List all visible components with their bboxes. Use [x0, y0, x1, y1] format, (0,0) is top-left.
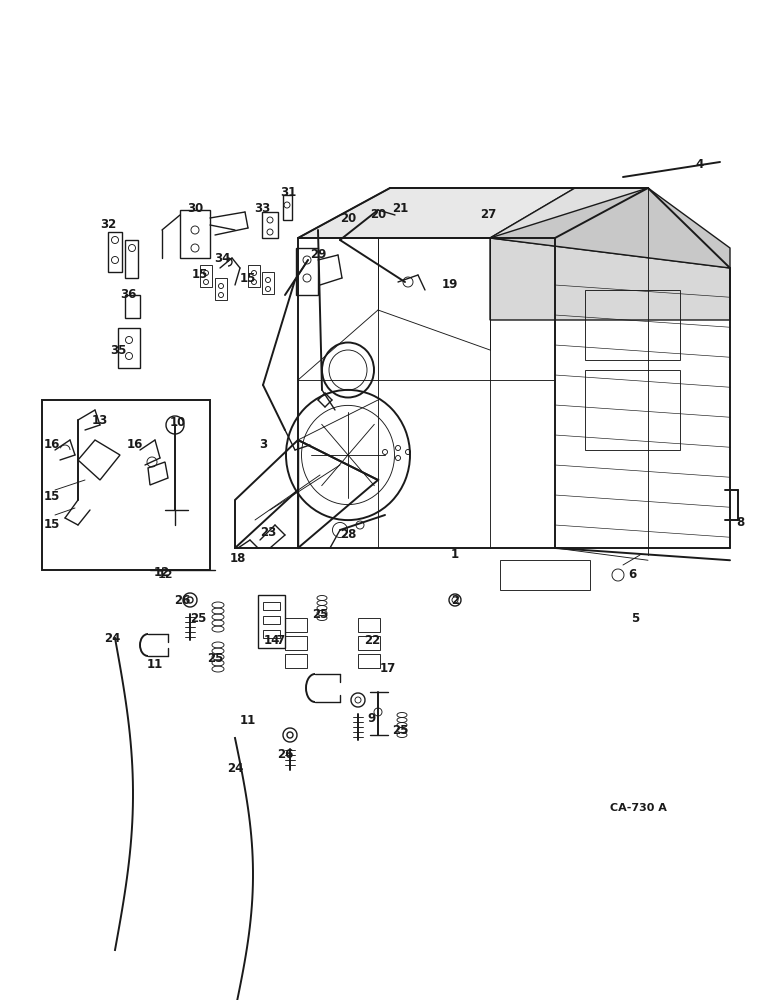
Text: 22: 22	[364, 634, 380, 647]
Text: 34: 34	[214, 251, 230, 264]
Text: 26: 26	[277, 748, 293, 762]
Text: 17: 17	[380, 662, 396, 674]
Text: 9: 9	[368, 712, 376, 724]
Polygon shape	[490, 188, 730, 268]
Text: 30: 30	[187, 202, 203, 215]
Polygon shape	[298, 188, 575, 238]
Text: 16: 16	[44, 438, 60, 452]
Text: 3: 3	[259, 438, 267, 452]
Text: 36: 36	[120, 288, 136, 302]
Text: 27: 27	[480, 209, 496, 222]
Text: 31: 31	[280, 186, 296, 198]
Text: 35: 35	[110, 344, 126, 357]
Text: 20: 20	[370, 209, 386, 222]
Text: 16: 16	[127, 438, 143, 452]
Text: 32: 32	[100, 219, 116, 232]
Text: 14: 14	[264, 634, 280, 647]
Text: 15: 15	[191, 268, 208, 282]
Text: 23: 23	[260, 526, 276, 538]
Text: 29: 29	[310, 248, 327, 261]
Text: 13: 13	[92, 414, 108, 426]
Text: 1: 1	[451, 548, 459, 562]
Text: 28: 28	[340, 528, 356, 542]
Polygon shape	[490, 188, 648, 238]
Text: 2: 2	[451, 593, 459, 606]
Text: 18: 18	[230, 552, 246, 564]
Text: 15: 15	[44, 489, 60, 502]
Text: 24: 24	[103, 632, 120, 645]
Text: 25: 25	[207, 652, 223, 664]
Text: 25: 25	[392, 724, 408, 736]
Text: 12: 12	[157, 570, 173, 580]
Text: 11: 11	[147, 658, 163, 672]
Text: 21: 21	[392, 202, 408, 215]
Text: 25: 25	[190, 611, 206, 624]
Text: 15: 15	[44, 518, 60, 532]
Text: 15: 15	[240, 271, 256, 284]
Text: 26: 26	[174, 593, 190, 606]
Text: 24: 24	[227, 762, 243, 774]
Text: 20: 20	[340, 212, 356, 225]
Text: 7: 7	[276, 634, 284, 647]
Text: 6: 6	[628, 568, 636, 582]
Text: 12: 12	[154, 566, 170, 578]
Text: 5: 5	[631, 611, 639, 624]
Text: 33: 33	[254, 202, 270, 215]
Polygon shape	[490, 238, 730, 320]
Text: 11: 11	[240, 714, 256, 726]
Text: 25: 25	[312, 608, 328, 621]
Text: 10: 10	[170, 416, 186, 428]
Text: 19: 19	[442, 278, 459, 292]
Text: 8: 8	[736, 516, 744, 528]
Text: CA-730 A: CA-730 A	[610, 803, 666, 813]
Text: 4: 4	[696, 158, 704, 172]
